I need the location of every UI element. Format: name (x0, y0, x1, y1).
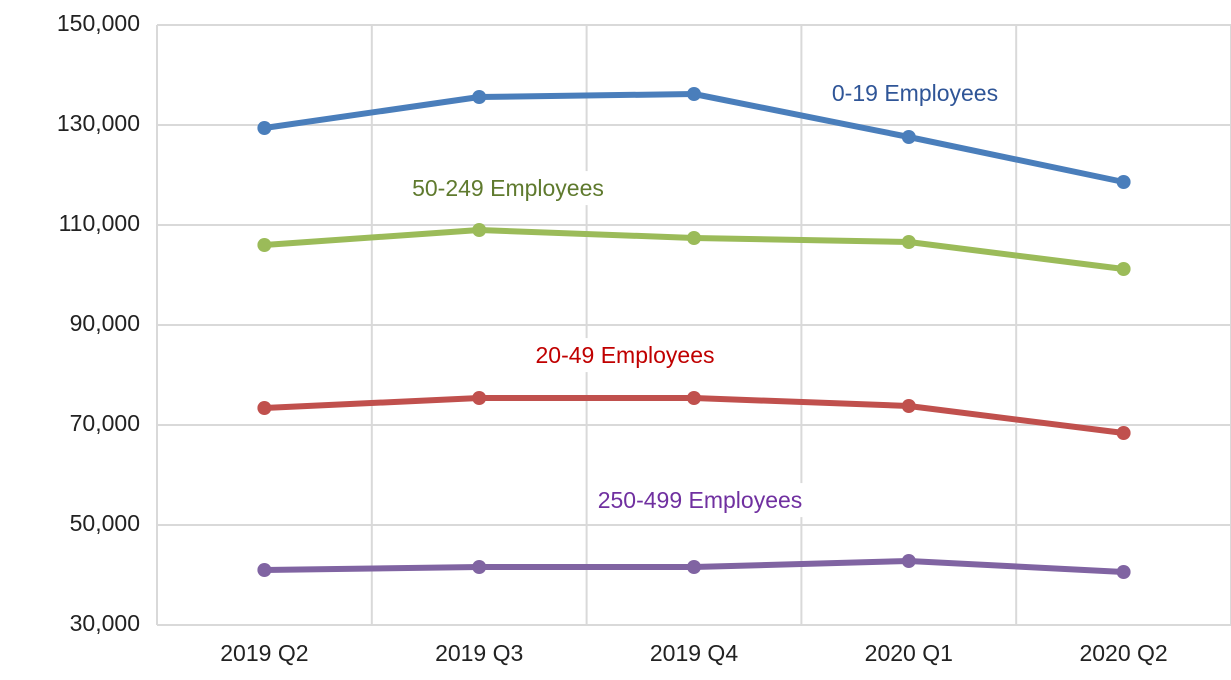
series-label: 20-49 Employees (536, 342, 715, 368)
point (472, 560, 487, 574)
point (687, 87, 701, 101)
series-label-background (529, 338, 721, 373)
x-tick-label: 2020 Q2 (1079, 640, 1167, 666)
x-tick-label: 2019 Q4 (650, 640, 738, 666)
point (257, 563, 272, 577)
point (1116, 175, 1131, 189)
series-label: 0-19 Employees (832, 80, 998, 106)
point (687, 231, 701, 245)
point (687, 560, 701, 574)
series-label-background (825, 76, 1005, 111)
y-tick-label: 130,000 (57, 110, 140, 136)
point (472, 391, 487, 405)
x-tick-label: 2019 Q3 (435, 640, 523, 666)
point (257, 401, 272, 415)
point (901, 554, 916, 568)
point (257, 121, 272, 135)
series-label: 50-249 Employees (412, 175, 604, 201)
point (472, 223, 487, 237)
series-label: 250-499 Employees (598, 487, 803, 513)
point (472, 90, 487, 104)
point (1116, 565, 1131, 579)
point (1116, 262, 1131, 276)
point (687, 391, 701, 405)
y-tick-label: 150,000 (57, 10, 140, 36)
series-label-background (406, 171, 610, 206)
point (901, 235, 916, 249)
y-tick-label: 30,000 (70, 610, 140, 636)
point (1116, 426, 1131, 440)
x-tick-label: 2019 Q2 (220, 640, 308, 666)
x-tick-label: 2020 Q1 (865, 640, 953, 666)
point (901, 130, 916, 144)
y-tick-label: 110,000 (59, 210, 140, 236)
point (901, 399, 916, 413)
y-tick-label: 70,000 (70, 410, 140, 436)
y-tick-label: 90,000 (70, 310, 140, 336)
series-label-background (591, 483, 809, 518)
point (257, 238, 272, 252)
y-tick-label: 50,000 (70, 510, 140, 536)
